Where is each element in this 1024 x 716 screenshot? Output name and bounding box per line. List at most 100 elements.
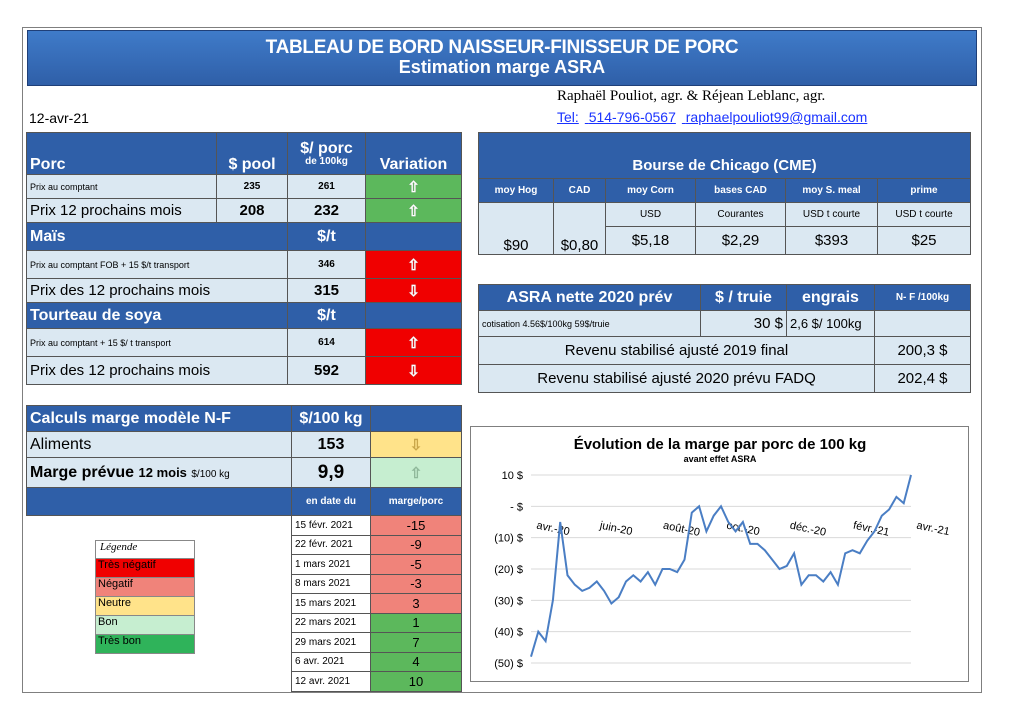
calc-title: Calculs marge modèle N-F — [26, 405, 292, 432]
porc-row-label: Prix au comptant — [26, 174, 217, 199]
history-date: 15 févr. 2021 — [291, 515, 371, 536]
mais-row-value: 315 — [287, 278, 366, 303]
history-value: 4 — [370, 651, 462, 672]
chart-title: Évolution de la marge par porc de 100 kg — [574, 436, 867, 453]
cme-sub: Courantes — [695, 202, 786, 227]
cme-value: $5,18 — [605, 226, 696, 255]
y-tick-label: 10 $ — [502, 470, 523, 482]
cme-title: Bourse de Chicago (CME) — [477, 132, 972, 179]
asra-nf-header: N- F /100kg — [874, 284, 971, 311]
history-row: 12 avr. 2021 10 — [26, 671, 462, 692]
down-arrow-icon: ⇩ — [365, 278, 462, 303]
calc-blank2 — [26, 487, 292, 516]
history-rows: 15 févr. 2021 -15 22 févr. 2021 -9 1 mars 20… — [26, 515, 462, 692]
asra-title: ASRA nette 2020 prév — [478, 284, 701, 311]
asra-engrais-header: engrais — [786, 284, 875, 311]
history-row: 8 mars 2021 -3 — [26, 573, 462, 594]
cme-col-header: moy S. meal — [785, 178, 878, 203]
chart-subtitle: avant effet ASRA — [684, 454, 757, 464]
y-tick-label: - $ — [510, 501, 523, 513]
porc100-label: $/ porc — [300, 139, 353, 157]
history-date: 12 avr. 2021 — [291, 671, 371, 692]
cme-col-header: CAD — [553, 178, 606, 203]
soya-header-blank — [365, 302, 462, 329]
page-title: TABLEAU DE BORD NAISSEUR-FINISSEUR DE PO… — [265, 37, 739, 58]
marge-label-cell: Marge prévue 12 mois $/100 kg — [26, 457, 292, 488]
margin-chart: Évolution de la marge par porc de 100 kg… — [470, 426, 969, 682]
history-value: 3 — [370, 593, 462, 614]
history-row: 22 mars 2021 1 — [26, 612, 462, 633]
porc100-header: $/ porc de 100kg — [287, 132, 366, 175]
porc-row-pool: 235 — [216, 174, 288, 199]
x-tick-label: avr.-20 — [535, 520, 570, 539]
aliments-label: Aliments — [26, 431, 292, 458]
cme-table: Bourse de Chicago (CME) moy Hog CAD moy … — [477, 132, 972, 255]
mais-header-blank — [365, 222, 462, 251]
mais-header: Maïs — [26, 222, 288, 251]
cme-col-header: moy Hog — [478, 178, 554, 203]
cme-sub: USD — [605, 202, 696, 227]
up-arrow-icon: ⇧ — [365, 174, 462, 199]
history-value: 10 — [370, 671, 462, 692]
marge-value: 9,9 — [291, 457, 371, 488]
up-arrow-icon: ⇧ — [365, 328, 462, 357]
history-value: -5 — [370, 554, 462, 575]
soya-row-label: Prix au comptant + 15 $/ t transport — [26, 328, 288, 357]
marge-label: Marge prévue — [30, 463, 135, 481]
soya-header: Tourteau de soya — [26, 302, 288, 329]
mais-unit: $/t — [287, 222, 366, 251]
rev2020-value: 202,4 $ — [874, 364, 971, 393]
y-tick-label: (10) $ — [494, 533, 523, 545]
cme-value: $0,80 — [553, 202, 606, 255]
soya-row-value: 592 — [287, 356, 366, 385]
tel-label: Tel: — [557, 109, 579, 125]
porc-row-pool: 208 — [216, 198, 288, 223]
history-row: 29 mars 2021 7 — [26, 632, 462, 653]
title-banner: TABLEAU DE BORD NAISSEUR-FINISSEUR DE PO… — [27, 30, 977, 86]
legend-title: Légende — [95, 540, 195, 559]
cme-sub: USD t courte — [785, 202, 878, 227]
history-value: 7 — [370, 632, 462, 653]
y-tick-label: (20) $ — [494, 564, 523, 576]
margin-chart-svg: Évolution de la marge par porc de 100 kg… — [494, 436, 951, 670]
pool-header: $ pool — [216, 132, 288, 175]
y-tick-label: (50) $ — [494, 658, 523, 670]
asra-truie-header: $ / truie — [700, 284, 787, 311]
tel-number: 514-796-0567 — [588, 109, 676, 125]
history-row: 1 mars 2021 -5 — [26, 554, 462, 575]
down-arrow-icon: ⇩ — [365, 356, 462, 385]
down-arrow-icon: ⇩ — [370, 431, 462, 458]
history-date: 22 mars 2021 — [291, 612, 371, 633]
cme-value: $90 — [478, 202, 554, 255]
x-tick-label: août-20 — [662, 520, 701, 539]
contact-link[interactable]: Tel: 514-796-0567 raphaelpouliot99@gmail… — [557, 109, 873, 125]
legend-item: Bon — [95, 616, 195, 635]
rev2019-label: Revenu stabilisé ajusté 2019 final — [478, 336, 875, 365]
porc-row-label: Prix 12 prochains mois — [26, 198, 217, 223]
x-tick-label: déc.-20 — [789, 520, 827, 539]
history-date: 8 mars 2021 — [291, 573, 371, 594]
date-col-header: en date du — [291, 487, 371, 516]
y-tick-label: (40) $ — [494, 627, 523, 639]
history-date: 22 févr. 2021 — [291, 534, 371, 555]
rev2019-value: 200,3 $ — [874, 336, 971, 365]
series-line — [530, 474, 912, 657]
prices-table: Porc $ pool $/ porc de 100kg Variation Pr… — [26, 132, 462, 385]
truie-value: 30 $ — [700, 310, 787, 337]
report-date: 12-avr-21 — [29, 110, 89, 126]
nf-blank — [874, 310, 971, 337]
cme-col-header: bases CAD — [695, 178, 786, 203]
history-date: 15 mars 2021 — [291, 593, 371, 614]
legend-item: Négatif — [95, 578, 195, 597]
page-subtitle: Estimation marge ASRA — [398, 57, 606, 77]
up-arrow-icon: ⇧ — [365, 250, 462, 279]
y-tick-label: (30) $ — [494, 595, 523, 607]
legend-item: Très bon — [95, 635, 195, 654]
mais-row-label: Prix des 12 prochains mois — [26, 278, 288, 303]
history-row: 22 févr. 2021 -9 — [26, 534, 462, 555]
email-link[interactable]: raphaelpouliot99@gmail.com — [685, 109, 868, 125]
x-tick-label: juin-20 — [598, 519, 634, 538]
aliments-value: 153 — [291, 431, 371, 458]
asra-table: ASRA nette 2020 prév $ / truie engrais N… — [478, 284, 971, 393]
legend-item: Neutre — [95, 597, 195, 616]
